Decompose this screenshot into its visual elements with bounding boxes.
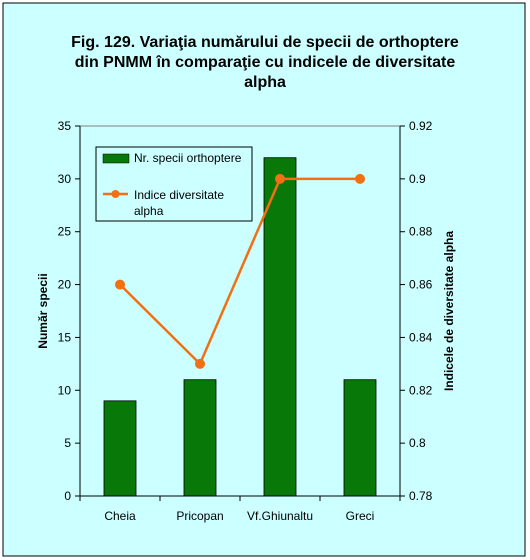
alpha-index-line bbox=[119, 177, 360, 367]
legend-line-label-2: alpha bbox=[134, 204, 164, 218]
legend-bar-label: Nr. specii orthoptere bbox=[134, 151, 242, 165]
left-tick-label: 15 bbox=[58, 330, 72, 344]
right-tick-label: 0.92 bbox=[409, 119, 433, 133]
right-tick-label: 0.86 bbox=[409, 278, 433, 292]
left-axis-label: Număr specii bbox=[36, 273, 50, 348]
alpha-point-vf-ghiunaltu bbox=[275, 173, 285, 184]
right-tick-label: 0.84 bbox=[409, 330, 433, 344]
chart-title-line-2: din PNMM în comparaţie cu indicele de di… bbox=[75, 54, 456, 71]
x-tick-label: Cheia bbox=[104, 509, 136, 523]
left-tick-label: 5 bbox=[64, 436, 71, 450]
chart-title-line-1: Fig. 129. Variaţia numărului de specii d… bbox=[71, 34, 459, 51]
bar-vf-ghiunaltu bbox=[263, 157, 297, 497]
left-axis-ticks: 0 5 10 15 20 25 30 35 bbox=[58, 119, 80, 503]
bar-greci bbox=[343, 379, 377, 497]
legend-line-label-1: Indice diversitate bbox=[134, 188, 224, 202]
left-tick-label: 30 bbox=[58, 172, 72, 186]
bar-series bbox=[103, 157, 377, 497]
alpha-point-cheia bbox=[115, 279, 125, 290]
left-tick-label: 20 bbox=[58, 278, 72, 292]
right-tick-label: 0.88 bbox=[409, 225, 433, 239]
right-tick-label: 0.82 bbox=[409, 383, 433, 397]
right-tick-label: 0.9 bbox=[409, 172, 426, 186]
chart-title-line-3: alpha bbox=[244, 74, 286, 91]
legend-bar-swatch bbox=[102, 153, 130, 164]
alpha-point-greci bbox=[355, 173, 365, 184]
bar-cheia bbox=[103, 400, 137, 497]
line-series bbox=[115, 173, 365, 369]
legend-line-marker bbox=[111, 190, 120, 198]
x-tick-label: Vf.Ghiunaltu bbox=[247, 509, 313, 523]
left-tick-label: 35 bbox=[58, 119, 72, 133]
right-tick-label: 0.78 bbox=[409, 489, 433, 503]
right-tick-label: 0.8 bbox=[409, 436, 426, 450]
x-axis-ticks: Cheia Pricopan Vf.Ghiunaltu Greci bbox=[79, 496, 401, 523]
x-tick-label: Pricopan bbox=[176, 509, 223, 523]
bar-pricopan bbox=[183, 379, 217, 497]
left-tick-label: 10 bbox=[58, 383, 72, 397]
alpha-point-pricopan bbox=[195, 358, 205, 369]
left-tick-label: 0 bbox=[64, 489, 71, 503]
left-tick-label: 25 bbox=[58, 225, 72, 239]
right-axis-ticks: 0.78 0.8 0.82 0.84 0.86 0.88 0.9 0.92 bbox=[400, 119, 433, 503]
x-tick-label: Greci bbox=[346, 509, 375, 523]
legend: Nr. specii orthoptere Indice diversitate… bbox=[95, 146, 253, 222]
right-axis-label: Indicele de diversitate alpha bbox=[442, 231, 456, 391]
